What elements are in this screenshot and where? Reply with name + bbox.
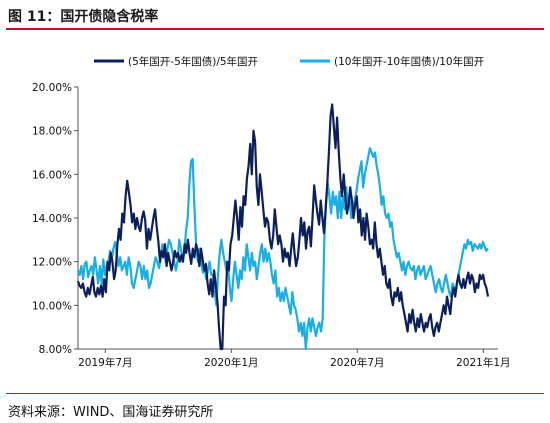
y-tick-label: 8.00% — [39, 344, 72, 356]
x-tick-label: 2020年7月 — [330, 356, 384, 369]
y-tick-label: 12.00% — [32, 257, 72, 269]
legend-label: (10年国开-10年国债)/10年国开 — [334, 55, 484, 68]
y-tick-label: 16.00% — [32, 169, 72, 181]
y-tick-label: 14.00% — [32, 213, 72, 225]
y-tick-label: 20.00% — [32, 82, 72, 94]
legend-label: (5年国开-5年国债)/5年国开 — [128, 55, 258, 68]
chart-title: 图 11：国开债隐含税率 — [8, 9, 159, 25]
y-tick-label: 10.00% — [32, 300, 72, 312]
top-rule — [6, 28, 544, 30]
chart-axes: 8.00% 10.00% 12.00% 14.00% 16.00% 18.00% 20.00… — [32, 82, 511, 369]
y-tick-label: 18.00% — [32, 126, 72, 138]
x-tick-label: 2021年1月 — [456, 356, 510, 369]
chart-lines — [76, 103, 490, 351]
series-line — [76, 147, 489, 351]
x-tick-label: 2020年1月 — [204, 356, 258, 369]
series-line — [76, 103, 490, 351]
bottom-rule — [6, 393, 544, 394]
chart-legend: (5年国开-5年国债)/5年国开 (10年国开-10年国债)/10年国开 — [94, 55, 484, 68]
source-note: 资料来源：WIND、国海证券研究所 — [8, 405, 214, 420]
x-tick-label: 2019年7月 — [78, 356, 132, 369]
